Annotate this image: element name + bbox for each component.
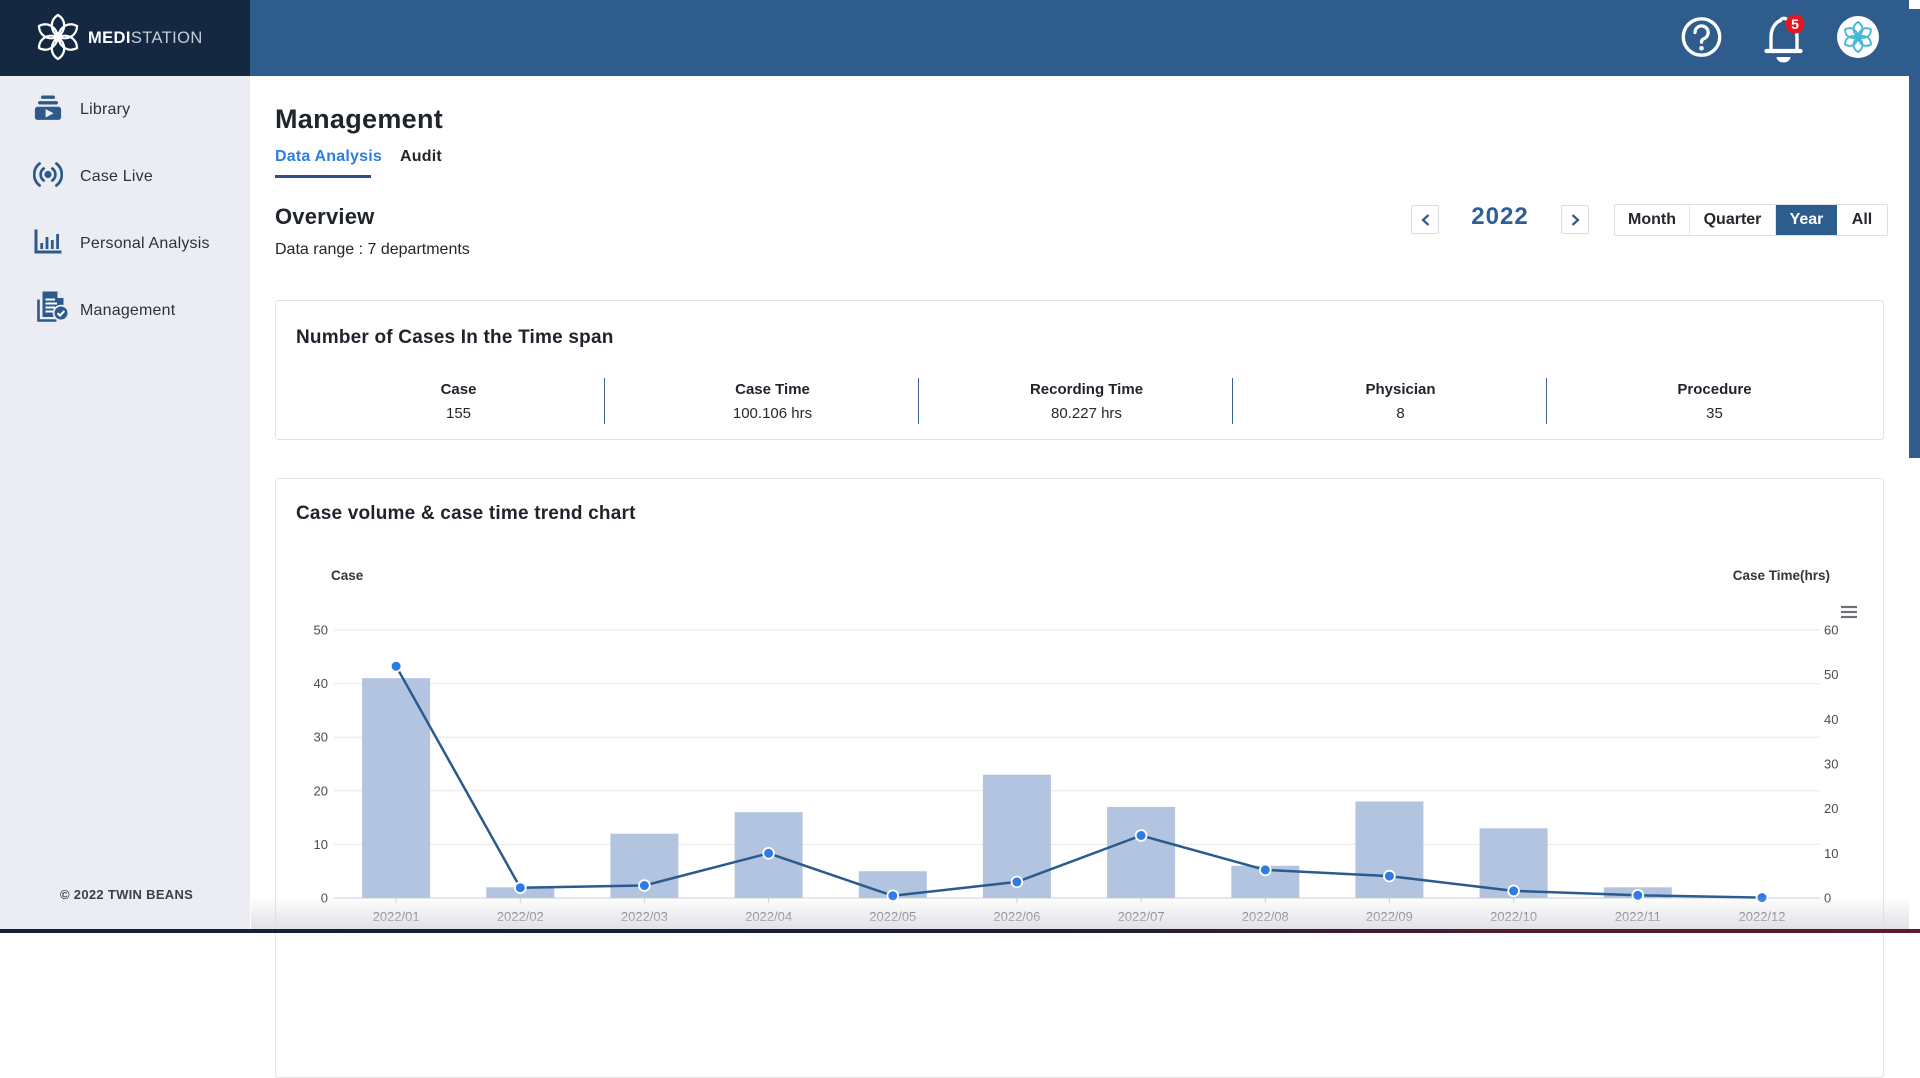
svg-text:2022/10: 2022/10: [1490, 909, 1537, 924]
svg-text:2022/06: 2022/06: [993, 909, 1040, 924]
svg-text:60: 60: [1824, 623, 1838, 638]
svg-text:Case Time(hrs): Case Time(hrs): [1733, 568, 1830, 583]
svg-text:2022/04: 2022/04: [745, 909, 792, 924]
svg-text:0: 0: [1824, 891, 1831, 906]
svg-text:2022/09: 2022/09: [1366, 909, 1413, 924]
svg-text:10: 10: [314, 837, 328, 852]
svg-text:2022/11: 2022/11: [1615, 909, 1661, 924]
svg-text:0: 0: [321, 891, 328, 906]
svg-text:2022/05: 2022/05: [869, 909, 916, 924]
svg-text:30: 30: [314, 730, 328, 745]
svg-text:Case: Case: [331, 568, 364, 583]
svg-text:2022/03: 2022/03: [621, 909, 668, 924]
svg-text:20: 20: [1824, 801, 1838, 816]
svg-text:2022/01: 2022/01: [373, 909, 420, 924]
svg-text:2022/02: 2022/02: [497, 909, 544, 924]
svg-text:5: 5: [1791, 16, 1799, 32]
svg-text:2022/07: 2022/07: [1118, 909, 1165, 924]
svg-text:2022/12: 2022/12: [1739, 909, 1786, 924]
svg-text:50: 50: [1824, 667, 1838, 682]
svg-text:30: 30: [1824, 757, 1838, 772]
svg-text:50: 50: [314, 623, 328, 638]
svg-text:10: 10: [1824, 846, 1838, 861]
svg-text:20: 20: [314, 783, 328, 798]
svg-text:40: 40: [1824, 712, 1838, 727]
svg-text:40: 40: [314, 676, 328, 691]
svg-text:2022/08: 2022/08: [1242, 909, 1289, 924]
